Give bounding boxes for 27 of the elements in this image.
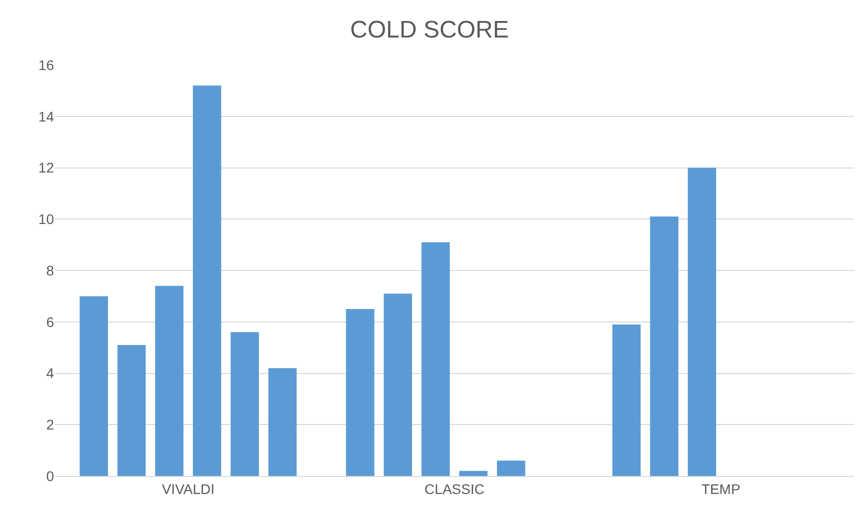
bar xyxy=(268,368,297,476)
y-tick-label: 2 xyxy=(46,416,54,433)
bar xyxy=(80,296,108,476)
bar xyxy=(650,216,678,476)
bar xyxy=(230,332,259,476)
y-tick-label: 0 xyxy=(46,468,54,484)
x-tick-label: CLASSIC xyxy=(424,480,484,497)
bar xyxy=(688,168,716,476)
y-tick-label: 10 xyxy=(38,211,54,228)
bar xyxy=(459,470,488,476)
y-tick-label: 8 xyxy=(46,262,54,278)
y-tick-label: 4 xyxy=(46,365,54,382)
bar xyxy=(384,294,412,476)
bar xyxy=(421,242,450,476)
x-tick-label: VIVALDI xyxy=(162,480,214,497)
y-tick-label: 16 xyxy=(38,56,54,73)
y-tick-label: 12 xyxy=(38,160,54,176)
bar xyxy=(117,344,146,476)
y-tick-label: 14 xyxy=(38,108,54,124)
bar xyxy=(346,309,374,476)
x-tick-label: TEMP xyxy=(701,480,740,497)
chart-title: COLD SCORE xyxy=(350,16,509,44)
bar xyxy=(496,460,526,476)
bar xyxy=(155,286,184,476)
y-tick-label: 6 xyxy=(46,314,54,330)
bar xyxy=(612,324,641,476)
bar xyxy=(192,86,222,476)
